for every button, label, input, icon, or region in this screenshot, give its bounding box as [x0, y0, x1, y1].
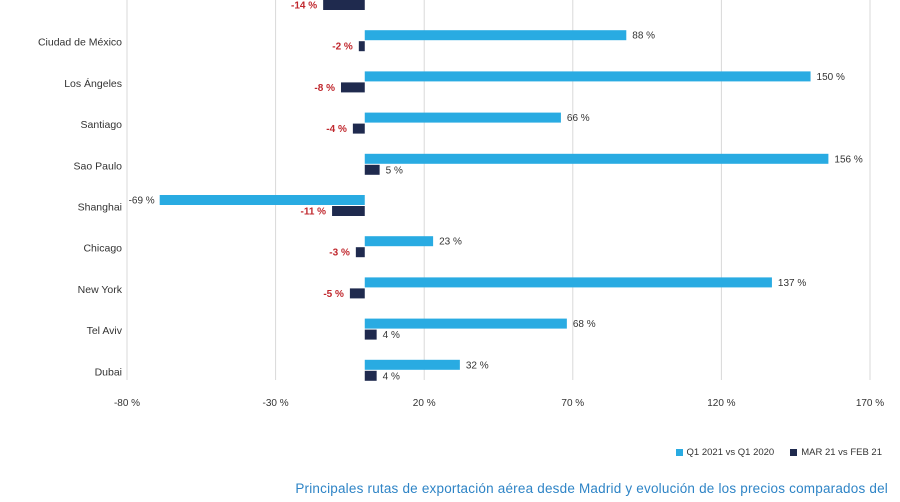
bar-mar-21 [352, 123, 365, 134]
bar-q1-2021 [364, 277, 772, 288]
bar-mar-21 [358, 41, 365, 52]
legend-label-series2: MAR 21 vs FEB 21 [801, 447, 882, 458]
category-label: Ciudad de México [38, 37, 122, 49]
legend-label-series1: Q1 2021 vs Q1 2020 [686, 447, 775, 458]
data-label-mar-21: -5 % [323, 289, 344, 300]
data-label-q1-2021: 66 % [567, 113, 590, 124]
data-label-mar-21: -8 % [314, 83, 335, 94]
legend-swatch-series2 [790, 449, 798, 456]
x-tick-label: -80 % [114, 398, 140, 409]
data-label-q1-2021: 156 % [834, 154, 862, 165]
bar-q1-2021 [364, 112, 561, 123]
data-label-q1-2021: -69 % [129, 196, 155, 207]
data-label-q1-2021: 88 % [632, 31, 655, 42]
data-label-q1-2021: 137 % [778, 278, 806, 289]
bar-mar-21 [355, 247, 365, 258]
data-label-q1-2021: 150 % [817, 72, 845, 83]
bar-mar-21 [340, 82, 365, 93]
bar-q1-2021 [159, 195, 365, 205]
bar-mar-21 [364, 329, 377, 340]
bar-mar-21 [364, 164, 380, 175]
bar-mar-21 [332, 206, 365, 216]
bar-mar-21 [349, 288, 365, 299]
bar-q1-2021 [364, 30, 627, 41]
category-label: Sao Paulo [74, 160, 123, 172]
data-label-mar-21: -14 % [291, 1, 317, 12]
bar-q1-2021 [364, 153, 829, 164]
data-label-mar-21: 4 % [383, 330, 400, 341]
data-label-mar-21: -4 % [326, 124, 347, 135]
category-label: Dubai [95, 366, 122, 378]
data-label-mar-21: 4 % [383, 371, 400, 382]
data-label-mar-21: -2 % [332, 42, 353, 53]
chart-legend: Q1 2021 vs Q1 2020 MAR 21 vs FEB 21 [675, 447, 882, 458]
category-label: New York [78, 284, 123, 296]
x-tick-label: -30 % [263, 398, 289, 409]
data-label-mar-21: -3 % [329, 248, 350, 259]
data-label-q1-2021: 68 % [573, 319, 596, 330]
data-label-mar-21: -11 % [300, 207, 326, 218]
legend-swatch-series1 [675, 449, 683, 456]
x-tick-label: 70 % [561, 398, 584, 409]
bar-q1-2021 [364, 359, 460, 370]
legend-item-series2: MAR 21 vs FEB 21 [790, 447, 882, 458]
data-label-mar-21: 5 % [386, 165, 403, 176]
category-label: Shanghai [78, 202, 122, 214]
bar-q1-2021 [364, 318, 567, 329]
bar-mar-21 [323, 0, 365, 10]
x-tick-label: 20 % [413, 398, 436, 409]
category-label: Los Ángeles [64, 77, 122, 90]
category-label: Santiago [81, 119, 123, 131]
category-label: Tel Aviv [87, 325, 123, 337]
bar-q1-2021 [364, 236, 434, 247]
chart-caption: Principales rutas de exportación aérea d… [295, 481, 888, 496]
legend-item-series1: Q1 2021 vs Q1 2020 [675, 447, 775, 458]
x-tick-label: 120 % [707, 398, 735, 409]
data-label-q1-2021: 23 % [439, 237, 462, 248]
data-label-q1-2021: 32 % [466, 360, 489, 371]
category-label: Chicago [83, 243, 122, 255]
bar-q1-2021 [364, 71, 811, 82]
x-tick-label: 170 % [856, 398, 884, 409]
bar-mar-21 [364, 370, 377, 381]
